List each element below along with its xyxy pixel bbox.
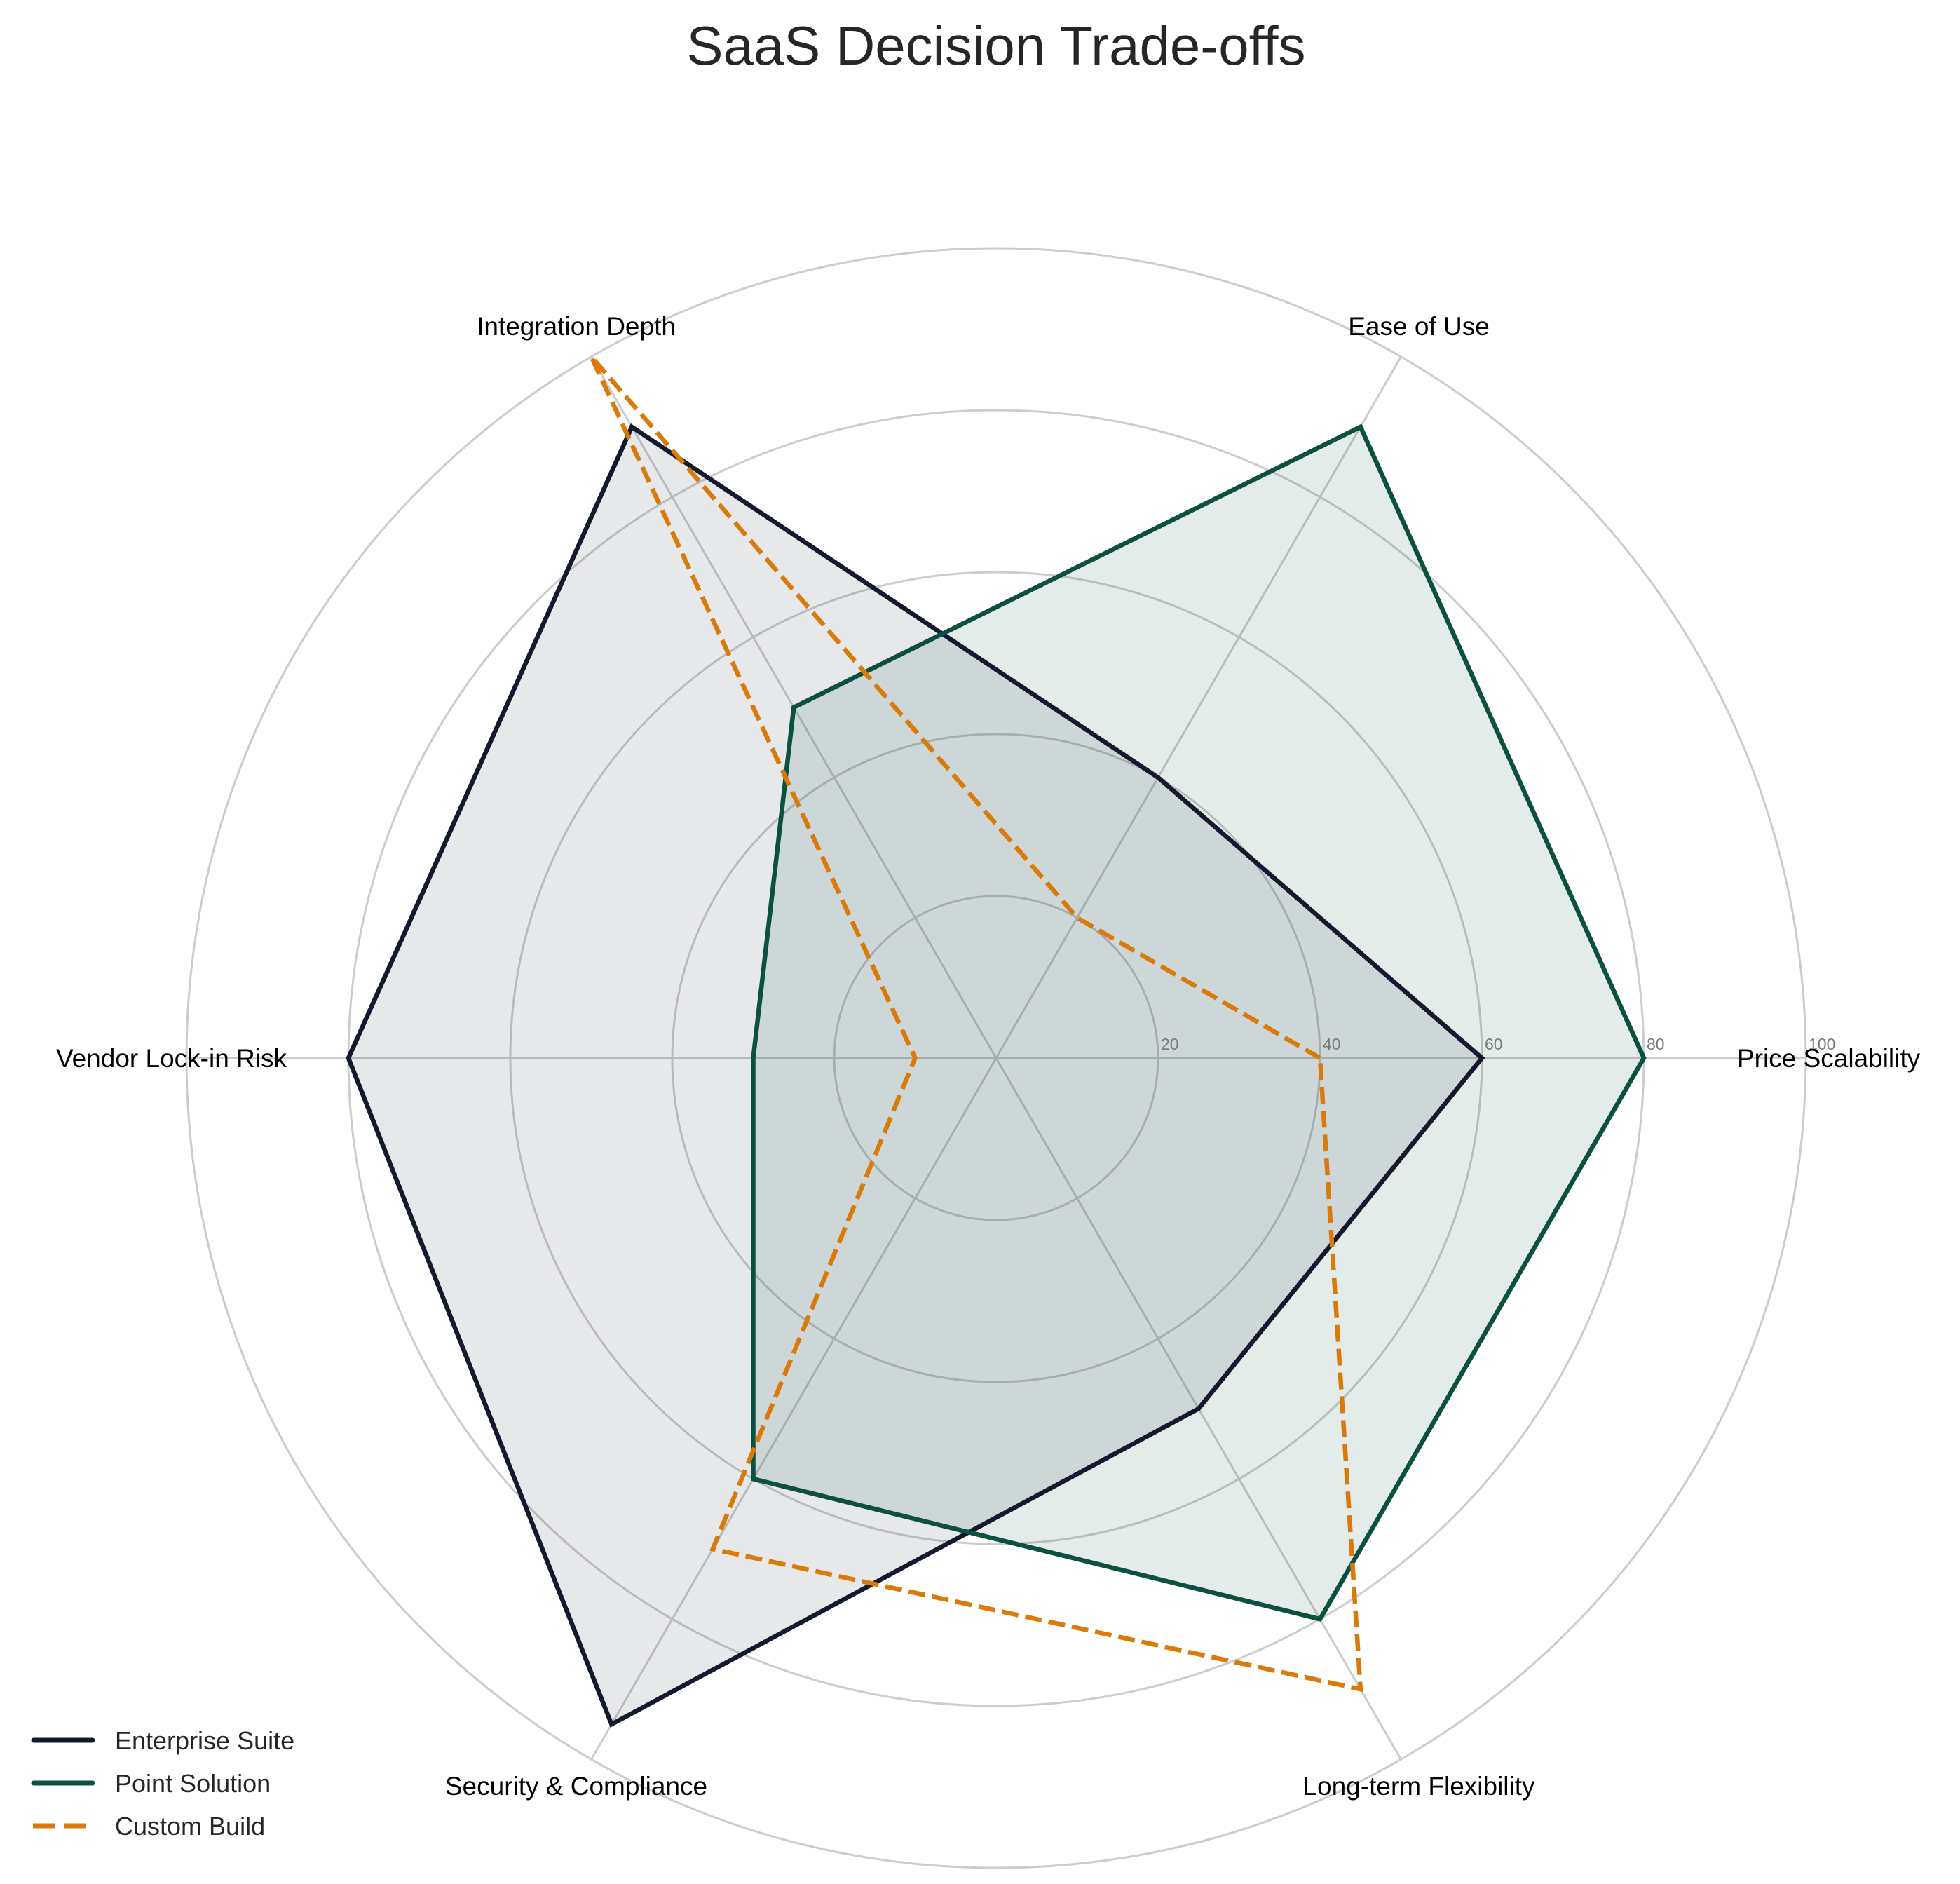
tick-label: 100: [1809, 1035, 1835, 1053]
series-line: [589, 355, 1363, 1693]
axis-label: Long-term Flexibility: [1302, 1772, 1535, 1801]
axis-label: Vendor Lock-in Risk: [56, 1044, 287, 1073]
legend-label: Custom Build: [115, 1812, 265, 1841]
radial-tick-labels: 20 40 60 80 100: [1161, 1035, 1835, 1053]
tick-label: 20: [1161, 1035, 1179, 1053]
legend: Enterprise Suite Point Solution Custom Bui…: [31, 1726, 294, 1841]
grid-spoke: [590, 1057, 998, 1761]
legend-label: Point Solution: [115, 1769, 271, 1798]
series-line: [751, 423, 1647, 1622]
series-fill: [753, 426, 1644, 1620]
axis-label: Security & Compliance: [445, 1772, 707, 1801]
tick-label: 60: [1485, 1035, 1503, 1053]
axis-label: Integration Depth: [477, 312, 676, 341]
series-layer: [346, 355, 1647, 1728]
legend-label: Enterprise Suite: [115, 1726, 294, 1755]
tick-label: 80: [1647, 1035, 1665, 1053]
series-line: [346, 423, 1485, 1728]
series-fill: [348, 426, 1482, 1725]
tick-label: 40: [1323, 1035, 1341, 1053]
axis-label: Price Scalability: [1737, 1044, 1921, 1073]
grid-spoke: [995, 355, 1402, 1059]
axis-label: Ease of Use: [1348, 312, 1490, 341]
chart-title: SaaS Decision Trade-offs: [686, 15, 1305, 76]
axis-labels: Price Scalability Ease of Use Integration …: [56, 312, 1921, 1801]
